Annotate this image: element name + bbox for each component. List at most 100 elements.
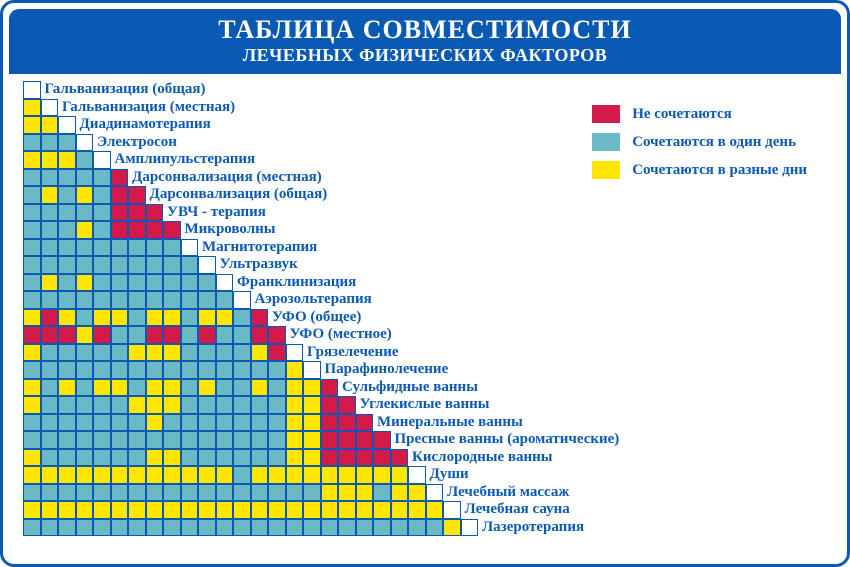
row-label: Электросон [93, 135, 177, 150]
matrix-cell [23, 274, 41, 292]
matrix-cell [338, 449, 356, 467]
matrix-cell [356, 519, 374, 537]
matrix-cell [23, 396, 41, 414]
matrix-cell [58, 186, 76, 204]
matrix-cell [93, 326, 111, 344]
matrix-cell [286, 431, 304, 449]
matrix-cell [23, 186, 41, 204]
matrix-cell [58, 309, 76, 327]
matrix-cell [198, 519, 216, 537]
matrix-cell [111, 344, 129, 362]
matrix-row: Лазеротерапия [23, 519, 619, 537]
matrix-row: УВЧ - терапия [23, 204, 619, 222]
matrix-cell [41, 519, 59, 537]
matrix-row: Пресные ванны (ароматические) [23, 431, 619, 449]
matrix-cell [23, 431, 41, 449]
matrix-cell [181, 309, 199, 327]
matrix-cell [111, 396, 129, 414]
matrix-cell [58, 134, 76, 152]
matrix-cell [58, 274, 76, 292]
row-label: Магнитотерапия [198, 240, 317, 255]
row-label: Дарсонвализация (местная) [128, 170, 322, 185]
matrix-cell [58, 501, 76, 519]
matrix-cell [58, 239, 76, 257]
matrix-cell [23, 466, 41, 484]
matrix-cell [216, 519, 234, 537]
matrix-cell [391, 501, 409, 519]
matrix-cell [181, 484, 199, 502]
matrix-cell [233, 309, 251, 327]
matrix-cell [181, 274, 199, 292]
matrix-cell [111, 379, 129, 397]
matrix-cell [41, 379, 59, 397]
matrix-cell [303, 484, 321, 502]
matrix-cell [286, 519, 304, 537]
matrix-cell [373, 519, 391, 537]
matrix-cell [111, 291, 129, 309]
matrix-cell [198, 414, 216, 432]
matrix-cell [41, 204, 59, 222]
matrix-cell [93, 344, 111, 362]
legend-swatch [592, 161, 620, 179]
matrix-cell [286, 501, 304, 519]
matrix-cell [41, 256, 59, 274]
matrix-cell [128, 396, 146, 414]
compatibility-matrix: Гальванизация (общая)Гальванизация (мест… [23, 81, 619, 536]
matrix-cell [23, 81, 41, 99]
matrix-cell [128, 431, 146, 449]
matrix-cell [408, 484, 426, 502]
matrix-cell [23, 449, 41, 467]
matrix-cell [216, 344, 234, 362]
matrix-row: Ультразвук [23, 256, 619, 274]
matrix-cell [251, 431, 269, 449]
matrix-cell [198, 396, 216, 414]
matrix-cell [93, 204, 111, 222]
matrix-cell [23, 221, 41, 239]
matrix-cell [146, 344, 164, 362]
matrix-row: Дарсонвализация (общая) [23, 186, 619, 204]
matrix-cell [216, 466, 234, 484]
matrix-cell [338, 501, 356, 519]
matrix-cell [233, 379, 251, 397]
matrix-cell [198, 344, 216, 362]
matrix-row: Углекислые ванны [23, 396, 619, 414]
matrix-cell [93, 221, 111, 239]
matrix-cell [41, 326, 59, 344]
legend-label: Сочетаются в разные дни [632, 162, 807, 179]
matrix-cell [286, 449, 304, 467]
matrix-cell [23, 99, 41, 117]
chart-header: ТАБЛИЦА СОВМЕСТИМОСТИ ЛЕЧЕБНЫХ ФИЗИЧЕСКИ… [9, 9, 841, 74]
matrix-cell [23, 239, 41, 257]
matrix-cell [41, 396, 59, 414]
matrix-cell [76, 466, 94, 484]
matrix-cell [356, 449, 374, 467]
matrix-cell [23, 379, 41, 397]
legend: Не сочетаютсяСочетаются в один деньСочет… [592, 105, 807, 189]
matrix-cell [321, 449, 339, 467]
matrix-cell [163, 344, 181, 362]
matrix-cell [58, 431, 76, 449]
matrix-cell [111, 256, 129, 274]
matrix-cell [198, 361, 216, 379]
matrix-cell [76, 501, 94, 519]
row-label: Гальванизация (местная) [58, 100, 235, 115]
matrix-cell [321, 484, 339, 502]
matrix-cell [76, 134, 94, 152]
matrix-cell [76, 414, 94, 432]
matrix-cell [163, 414, 181, 432]
matrix-cell [198, 326, 216, 344]
matrix-cell [198, 256, 216, 274]
matrix-cell [268, 379, 286, 397]
matrix-cell [356, 431, 374, 449]
matrix-cell [181, 291, 199, 309]
matrix-cell [163, 519, 181, 537]
matrix-cell [23, 169, 41, 187]
matrix-cell [268, 396, 286, 414]
matrix-cell [41, 99, 59, 117]
matrix-cell [41, 431, 59, 449]
matrix-cell [41, 361, 59, 379]
matrix-cell [233, 291, 251, 309]
matrix-cell [41, 116, 59, 134]
matrix-cell [128, 344, 146, 362]
matrix-cell [303, 414, 321, 432]
